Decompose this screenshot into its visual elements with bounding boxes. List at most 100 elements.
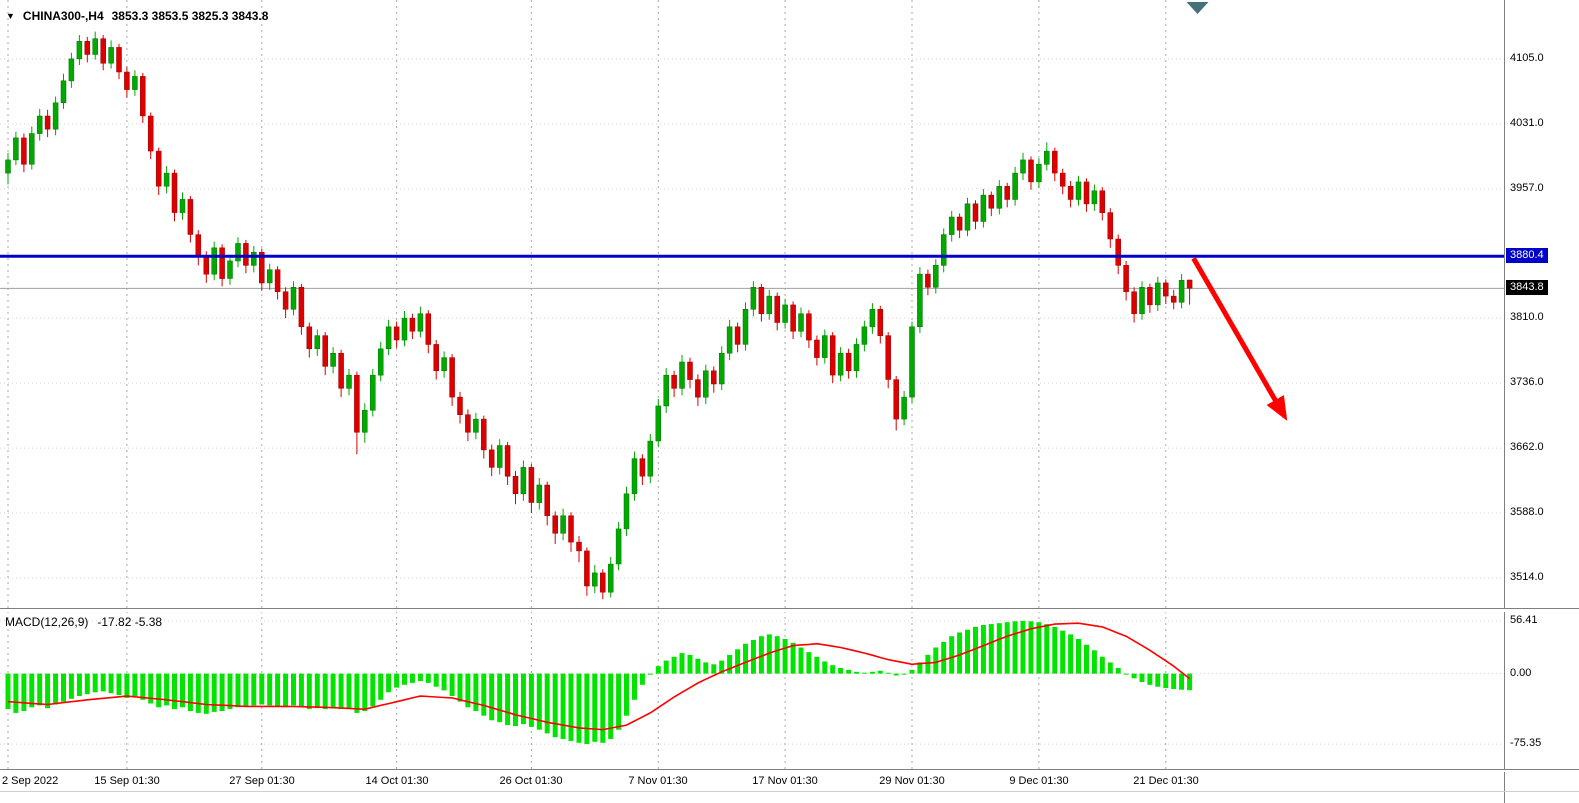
candle-body — [615, 528, 622, 565]
price-axis-tick: 4105.0 — [1510, 52, 1544, 64]
macd-histogram-bar — [76, 673, 82, 696]
macd-histogram-bar — [409, 673, 415, 683]
down-arrow-annotation[interactable] — [1191, 257, 1288, 421]
candle-body — [711, 370, 717, 385]
macd-histogram-bar — [544, 673, 550, 734]
time-axis-tick: 14 Oct 01:30 — [365, 775, 429, 787]
macd-histogram-bar — [520, 673, 526, 725]
candle-body — [853, 344, 860, 372]
candle-body — [377, 348, 384, 376]
macd-histogram-bar — [370, 673, 376, 707]
hline-price-badge[interactable]: 3880.4 — [1506, 248, 1548, 263]
macd-histogram-bar — [92, 673, 98, 693]
price-axis[interactable]: 4105.0 4031.0 3957.0 3810.0 3736.0 3662.0 3588… — [1504, 0, 1579, 803]
candle-body — [925, 273, 931, 288]
macd-histogram-bar — [132, 673, 138, 696]
candle-body — [1067, 186, 1074, 200]
price-axis-tick: 3736.0 — [1510, 376, 1544, 388]
candle-body — [370, 374, 376, 411]
candle-body — [512, 475, 519, 495]
macd-histogram-bar — [695, 658, 701, 674]
macd-histogram-bar — [679, 653, 685, 674]
macd-histogram-bar — [84, 673, 90, 695]
macd-histogram-bar — [61, 673, 66, 702]
candle-body — [1147, 287, 1153, 306]
macd-histogram-bar — [425, 673, 431, 683]
candle-body — [663, 374, 669, 407]
candle-body — [401, 317, 408, 341]
candle-body — [568, 515, 574, 543]
macd-histogram-bar — [750, 640, 756, 674]
macd-histogram-bar — [45, 673, 51, 709]
macd-histogram-bar — [243, 673, 249, 707]
candle-body — [306, 326, 313, 350]
candle-body — [964, 203, 971, 231]
macd-histogram-bar — [663, 660, 669, 674]
macd-axis-tick: 56.41 — [1510, 614, 1538, 626]
candle-body — [837, 352, 844, 376]
macd-histogram-bar — [267, 673, 273, 706]
bid-price-badge: 3843.8 — [1506, 280, 1548, 295]
price-axis-tick: 3588.0 — [1510, 506, 1544, 518]
symbol-dropdown-icon[interactable]: ▼ — [6, 10, 15, 21]
candle-body — [140, 76, 146, 117]
candle-body — [84, 41, 91, 55]
macd-signal-line — [7, 622, 1191, 731]
candle-body — [473, 418, 479, 433]
macd-histogram-bar — [275, 673, 281, 707]
macd-histogram-bar — [489, 673, 495, 721]
macd-histogram-bar — [481, 673, 487, 716]
candle-body — [274, 269, 281, 292]
panel-divider[interactable] — [0, 769, 1579, 772]
macd-histogram-bar — [988, 624, 994, 674]
panel-divider[interactable] — [0, 608, 1579, 612]
candle-body — [5, 159, 11, 174]
candle-body — [806, 313, 812, 341]
macd-histogram-bar — [782, 639, 788, 674]
macd-histogram-bar — [528, 673, 534, 727]
candle-body — [861, 326, 868, 345]
candle-body — [829, 335, 836, 376]
candle-body — [750, 287, 757, 310]
candle-body — [496, 445, 503, 468]
macd-histogram-bar — [973, 626, 978, 674]
candle-body — [441, 357, 447, 372]
candle-body — [576, 541, 582, 552]
candle-body — [845, 352, 852, 372]
macd-histogram-bar — [283, 673, 289, 708]
candle-body — [718, 352, 725, 385]
candle-body — [631, 458, 638, 494]
macd-histogram-bar — [322, 673, 328, 710]
candle-body — [488, 449, 495, 468]
chart-header: ▼ CHINA300-,H4 3853.3 3853.5 3825.3 3843… — [6, 9, 268, 23]
candle-body — [219, 247, 225, 279]
macd-histogram-bar — [1084, 644, 1089, 674]
macd-histogram-bar — [560, 673, 566, 739]
candle-body — [425, 313, 432, 345]
time-axis[interactable]: 2 Sep 2022 15 Sep 01:30 27 Sep 01:30 14 Oct… — [0, 771, 1504, 791]
price-axis-tick: 3957.0 — [1510, 182, 1544, 194]
macd-indicator-canvas[interactable] — [0, 611, 1504, 769]
candle-body — [520, 467, 527, 495]
candle-body — [639, 458, 646, 477]
candle-body — [552, 515, 558, 534]
price-chart-canvas[interactable] — [0, 0, 1504, 608]
candle-body — [592, 572, 598, 587]
candle-body — [155, 150, 162, 187]
candle-body — [1028, 159, 1034, 183]
candle-body — [187, 199, 194, 235]
macd-histogram-bar — [901, 673, 907, 675]
chart-shift-marker[interactable] — [1186, 2, 1209, 14]
candle-body — [266, 269, 273, 284]
candle-body — [774, 295, 780, 323]
candle-body — [933, 265, 939, 288]
macd-histogram-bar — [822, 661, 828, 674]
macd-histogram-bar — [576, 673, 582, 743]
candle-body — [203, 256, 210, 275]
macd-histogram-bar — [203, 673, 209, 714]
macd-histogram-bar — [798, 647, 804, 674]
macd-histogram-bar — [1139, 673, 1145, 682]
candle-body — [346, 374, 352, 389]
macd-axis-tick: 0.00 — [1510, 667, 1532, 679]
macd-histogram-bar — [227, 673, 233, 710]
